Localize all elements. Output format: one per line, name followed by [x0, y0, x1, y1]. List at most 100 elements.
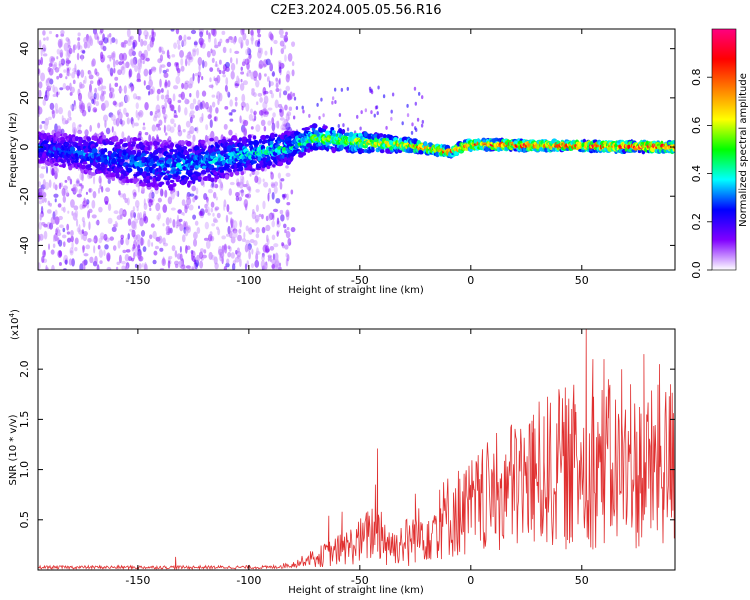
spectrogram-noise-point	[177, 104, 181, 113]
spectrogram-noise-point	[141, 238, 145, 245]
spectrogram-noise-point	[240, 71, 245, 75]
spectrogram-noise-point	[207, 36, 212, 43]
colorbar-frame	[711, 28, 737, 271]
spectrogram-noise-point	[375, 105, 379, 110]
spectrogram-noise-point	[92, 175, 96, 185]
spectrogram-noise-point	[302, 109, 305, 114]
spectrogram-noise-point	[258, 109, 264, 116]
spectrogram-noise-point	[186, 225, 192, 234]
spectrogram-noise-point	[278, 29, 284, 36]
spectrogram-noise-point	[322, 113, 325, 118]
spectrogram-noise-point	[215, 107, 219, 114]
spectrogram-noise-point	[110, 114, 116, 122]
spectrogram-band-point	[234, 171, 240, 176]
spectrogram-band-point	[183, 148, 188, 154]
spectrogram-noise-point	[285, 112, 290, 122]
spectrogram-noise-point	[111, 226, 117, 233]
spectrogram-noise-point	[65, 72, 72, 77]
spectrogram-noise-point	[331, 96, 335, 101]
spectrogram-band-point	[50, 153, 55, 158]
spectrogram-noise-point	[232, 230, 238, 239]
spectrogram-noise-point	[284, 37, 289, 42]
spectrogram-noise-point	[83, 253, 89, 257]
spectrogram-band-point	[345, 132, 351, 137]
spectrogram-band-point	[200, 170, 207, 175]
spectrogram-noise-point	[265, 58, 271, 66]
spectrogram-band-point	[135, 178, 139, 182]
spectrogram-noise-point	[189, 110, 195, 115]
spectrogram-band-point	[75, 156, 79, 162]
spectrogram-noise-point	[39, 124, 43, 130]
spectrogram-band-point	[269, 140, 274, 146]
spectrogram-noise-point	[242, 80, 248, 86]
spectrogram-noise-point	[40, 166, 46, 170]
spectrogram-band-point	[248, 140, 254, 146]
spectrogram-noise-point	[76, 193, 82, 198]
spectrogram-noise-point	[68, 47, 73, 55]
spectrogram-noise-point	[174, 250, 178, 258]
spectrogram-noise-point	[146, 31, 149, 37]
spectrogram-noise-point	[121, 265, 126, 270]
spectrogram-noise-point	[204, 101, 209, 110]
spectrogram-band-point	[522, 147, 527, 153]
spectrogram-noise-point	[234, 50, 240, 55]
spectrogram-noise-point	[218, 69, 222, 75]
spectrogram-noise-point	[124, 253, 130, 262]
spectrogram-noise-point	[203, 237, 209, 241]
spectrogram-noise-point	[98, 175, 102, 184]
spectrogram-noise-point	[52, 93, 57, 97]
spectrogram-noise-point	[152, 230, 157, 240]
spectrogram-noise-point	[245, 225, 249, 232]
spectrogram-noise-point	[210, 29, 216, 36]
spectrogram-noise-point	[56, 75, 60, 80]
spectrogram-noise-point	[308, 113, 311, 118]
spectrogram-x-tick-label: -150	[125, 274, 150, 287]
spectrogram-noise-point	[376, 111, 379, 116]
spectrogram-noise-point	[62, 82, 67, 90]
spectrogram-noise-point	[211, 94, 216, 98]
spectrogram-noise-point	[414, 101, 418, 106]
spectrogram-noise-point	[43, 230, 48, 240]
spectrogram-noise-point	[41, 44, 47, 53]
spectrogram-noise-point	[51, 167, 55, 176]
spectrogram-y-tick-label: 40	[18, 42, 31, 56]
spectrogram-noise-point	[255, 227, 260, 234]
spectrogram-band-point	[166, 154, 173, 158]
spectrogram-noise-point	[181, 199, 186, 206]
spectrogram-noise-point	[140, 188, 146, 193]
spectrogram-band-point	[103, 148, 108, 153]
spectrogram-band-point	[484, 146, 489, 152]
spectrogram-noise-point	[142, 122, 146, 126]
spectrogram-noise-point	[236, 181, 241, 188]
spectrogram-noise-point	[285, 122, 291, 131]
spectrogram-noise-point	[185, 55, 191, 59]
spectrogram-noise-point	[157, 197, 162, 203]
spectrogram-x-tick-label: -50	[351, 274, 369, 287]
spectrogram-noise-point	[175, 190, 179, 196]
spectrogram-y-label: Frequency (Hz)	[8, 112, 19, 188]
spectrogram-noise-point	[166, 61, 172, 67]
colorbar-tick-label: 0.8	[690, 68, 703, 86]
spectrogram-noise-point	[237, 234, 242, 242]
spectrogram-band-point	[331, 147, 337, 154]
spectrogram-band-point	[138, 141, 144, 148]
spectrogram-band-point	[42, 140, 49, 145]
spectrogram-noise-point	[70, 229, 74, 237]
spectrogram-noise-point	[52, 234, 56, 243]
spectrogram-noise-point	[87, 237, 92, 243]
spectrogram-band-point	[148, 141, 153, 146]
spectrogram-noise-point	[193, 238, 198, 247]
spectrogram-noise-point	[219, 180, 223, 189]
spectrogram-noise-point	[204, 221, 210, 230]
spectrogram-noise-point	[250, 263, 255, 269]
spectrogram-noise-point	[196, 47, 199, 56]
spectrogram-noise-point	[271, 117, 275, 125]
spectrogram-noise-point	[235, 250, 238, 255]
spectrogram-noise-point	[189, 193, 195, 197]
spectrogram-noise-point	[134, 65, 138, 73]
spectrogram-x-tick-label: 50	[575, 274, 589, 287]
spectrogram-noise-point	[209, 67, 214, 72]
spectrogram-band-point	[100, 158, 105, 163]
spectrogram-noise-point	[316, 102, 319, 107]
spectrogram-noise-point	[62, 206, 66, 213]
